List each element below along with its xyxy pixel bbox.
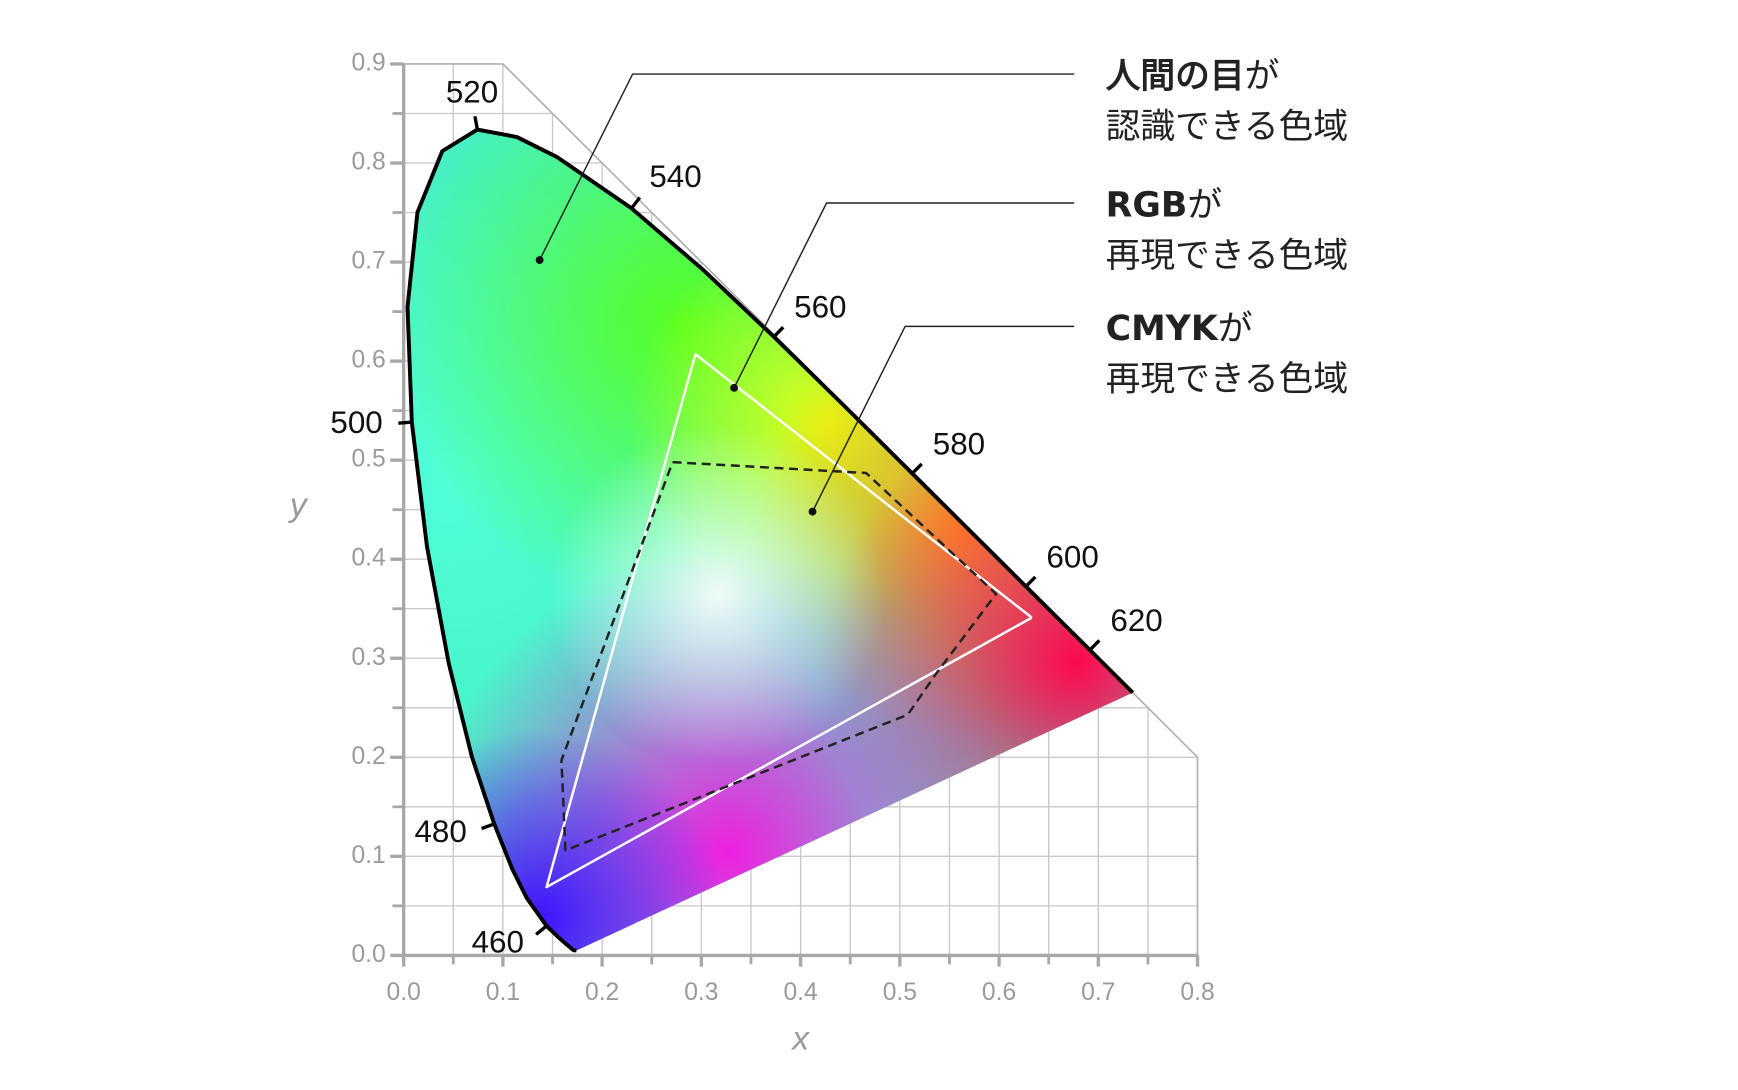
gamut-outline — [560, 460, 998, 852]
annotation-bold: RGB — [1106, 185, 1188, 225]
leader-dot — [535, 256, 544, 265]
x-tick-label: 0.4 — [783, 979, 817, 1006]
x-tick-label: 0.0 — [387, 979, 421, 1006]
y-tick-label: 0.6 — [351, 347, 385, 374]
wavelength-label: 480 — [414, 814, 466, 849]
y-tick-label: 0.7 — [351, 248, 385, 275]
annotation-line2: 再現できる色域 — [1106, 236, 1349, 276]
wavelength-label: 580 — [933, 426, 985, 461]
x-tick-label: 0.3 — [684, 979, 718, 1006]
x-tick-label: 0.2 — [585, 979, 619, 1006]
y-tick-label: 0.4 — [351, 545, 385, 572]
x-tick-label: 0.6 — [982, 979, 1016, 1006]
annotation-rest: が — [1187, 185, 1222, 225]
leader-line — [538, 73, 1075, 261]
wavelength-tick — [630, 196, 642, 210]
leader-dot — [808, 507, 817, 516]
x-tick-label: 0.7 — [1081, 979, 1115, 1006]
x-tick-label: 0.1 — [486, 979, 520, 1006]
wavelength-tick — [398, 420, 412, 425]
leader-dot — [730, 383, 739, 392]
y-tick-label: 0.0 — [351, 941, 385, 968]
x-tick-label: 0.5 — [883, 979, 917, 1006]
y-axis-label: y — [288, 487, 309, 524]
x-tick-label: 0.8 — [1180, 979, 1214, 1006]
wavelength-label: 620 — [1110, 603, 1162, 638]
annotation-bold: CMYK — [1106, 309, 1219, 349]
leader-line — [733, 202, 1075, 389]
annotation-line1: 人間の目が — [1106, 57, 1280, 97]
wavelength-label: 520 — [446, 74, 498, 109]
wavelength-label: 540 — [649, 159, 701, 194]
wavelength-label: 600 — [1046, 539, 1098, 574]
wavelength-tick — [772, 325, 785, 339]
annotation-rest: が — [1218, 309, 1253, 349]
y-tick-label: 0.5 — [351, 446, 385, 473]
wavelength-tick — [481, 822, 495, 831]
y-tick-label: 0.8 — [351, 149, 385, 176]
annotation-bold: 人間の目 — [1106, 57, 1245, 97]
y-tick-label: 0.1 — [351, 842, 385, 869]
leader-line — [811, 325, 1075, 512]
y-tick-label: 0.2 — [351, 743, 385, 770]
wavelength-tick — [473, 116, 480, 130]
wavelength-tick — [911, 462, 923, 475]
annotation-line1: RGBが — [1106, 185, 1223, 225]
wavelength-label: 560 — [794, 289, 846, 324]
wavelength-tick — [1088, 639, 1101, 652]
annotation-line1: CMYKが — [1106, 309, 1253, 349]
y-tick-label: 0.9 — [351, 49, 385, 76]
wavelength-label: 460 — [472, 925, 524, 960]
annotation-line2: 認識できる色域 — [1106, 107, 1349, 147]
spectral-locus — [405, 127, 1135, 953]
wavelength-label: 500 — [330, 405, 382, 440]
wavelength-tick — [1024, 575, 1037, 588]
y-tick-label: 0.3 — [351, 644, 385, 671]
wavelength-tick — [535, 924, 548, 936]
x-axis-label: x — [790, 1021, 810, 1058]
gamut-outline — [545, 352, 1033, 889]
annotation-rest: が — [1245, 57, 1280, 97]
annotation-line2: 再現できる色域 — [1106, 359, 1349, 399]
